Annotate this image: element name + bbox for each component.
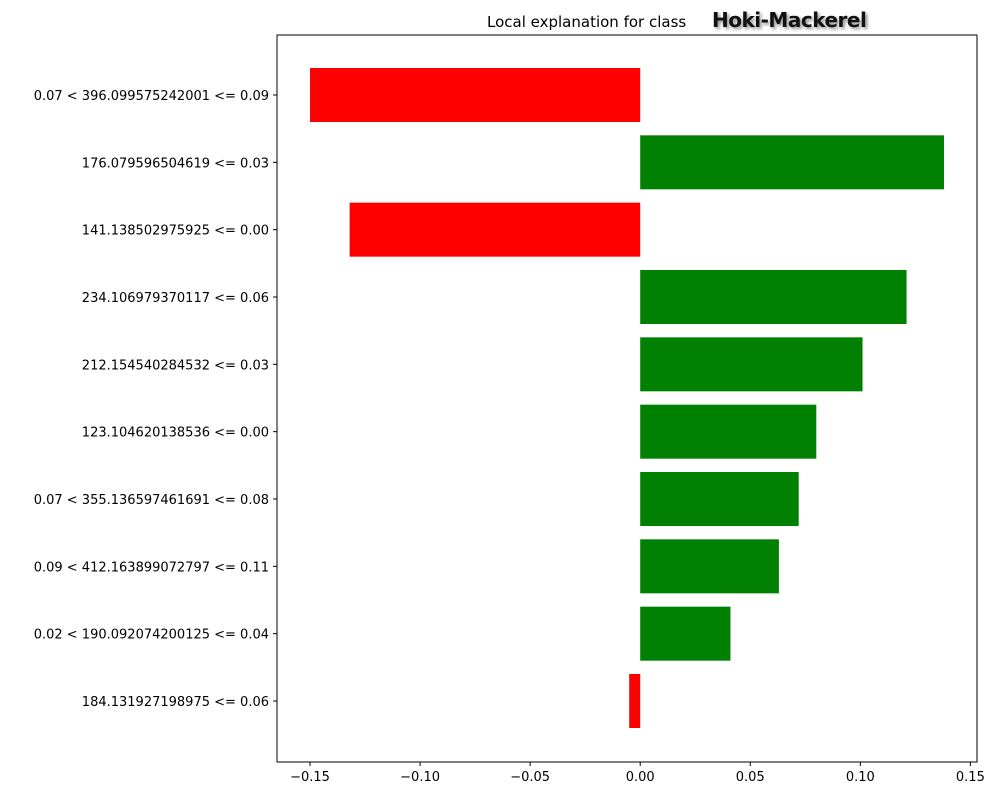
y-tick-label-1: 176.079596504619 <= 0.03 [82, 156, 269, 171]
plot-frame [276, 34, 978, 763]
chart-title-text: Local explanation for class [487, 13, 687, 31]
chart-title-class-name: Hoki-Mackerel [712, 8, 867, 32]
y-tick-label-3: 234.106979370117 <= 0.06 [82, 291, 269, 306]
y-tick-label-2: 141.138502975925 <= 0.00 [82, 224, 269, 239]
bar-6 [640, 472, 799, 526]
bar-0 [310, 68, 641, 122]
x-tick-label-3: 0.00 [626, 770, 655, 785]
y-tick-label-9: 184.131927198975 <= 0.06 [82, 695, 269, 710]
bar-7 [640, 539, 779, 594]
bar-8 [640, 606, 731, 661]
bar-3 [640, 270, 907, 324]
x-tick-label-2: −0.05 [510, 770, 550, 785]
x-tick-label-1: −0.10 [400, 770, 440, 785]
x-tick-label-5: 0.10 [846, 770, 875, 785]
bar-2 [349, 202, 641, 257]
y-tick-label-6: 0.07 < 355.136597461691 <= 0.08 [34, 493, 269, 508]
bar-5 [640, 404, 817, 459]
y-tick-label-0: 0.07 < 396.099575242001 <= 0.09 [34, 89, 269, 104]
x-tick-label-4: 0.05 [736, 770, 765, 785]
x-tick-label-0: −0.15 [290, 770, 330, 785]
y-tick-label-4: 212.154540284532 <= 0.03 [82, 358, 269, 373]
bar-4 [640, 337, 863, 392]
y-tick-label-5: 123.104620138536 <= 0.00 [82, 426, 269, 441]
bar-9 [629, 674, 641, 728]
chart-title: Local explanation for class Hoki-Mackere… [0, 8, 1000, 36]
y-tick-label-7: 0.09 < 412.163899072797 <= 0.11 [34, 560, 269, 575]
y-tick-label-8: 0.02 < 190.092074200125 <= 0.04 [34, 628, 269, 643]
bar-1 [640, 135, 944, 190]
x-tick-label-6: 0.15 [956, 770, 985, 785]
